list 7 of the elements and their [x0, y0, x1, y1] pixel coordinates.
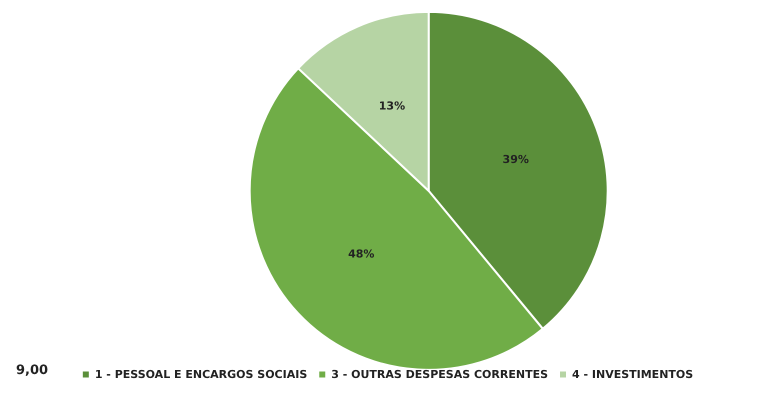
data-label: 48% [348, 248, 374, 261]
legend-label: 1 - PESSOAL E ENCARGOS SOCIAIS [94, 368, 308, 381]
text: 9,00 [16, 363, 48, 378]
data-label: 39% [502, 153, 529, 166]
legend-label: 4 - INVESTIMENTOS [572, 368, 694, 381]
data-label: 13% [378, 99, 406, 112]
legend-label: 3 - OUTRAS DESPESAS CORRENTES [331, 368, 548, 381]
